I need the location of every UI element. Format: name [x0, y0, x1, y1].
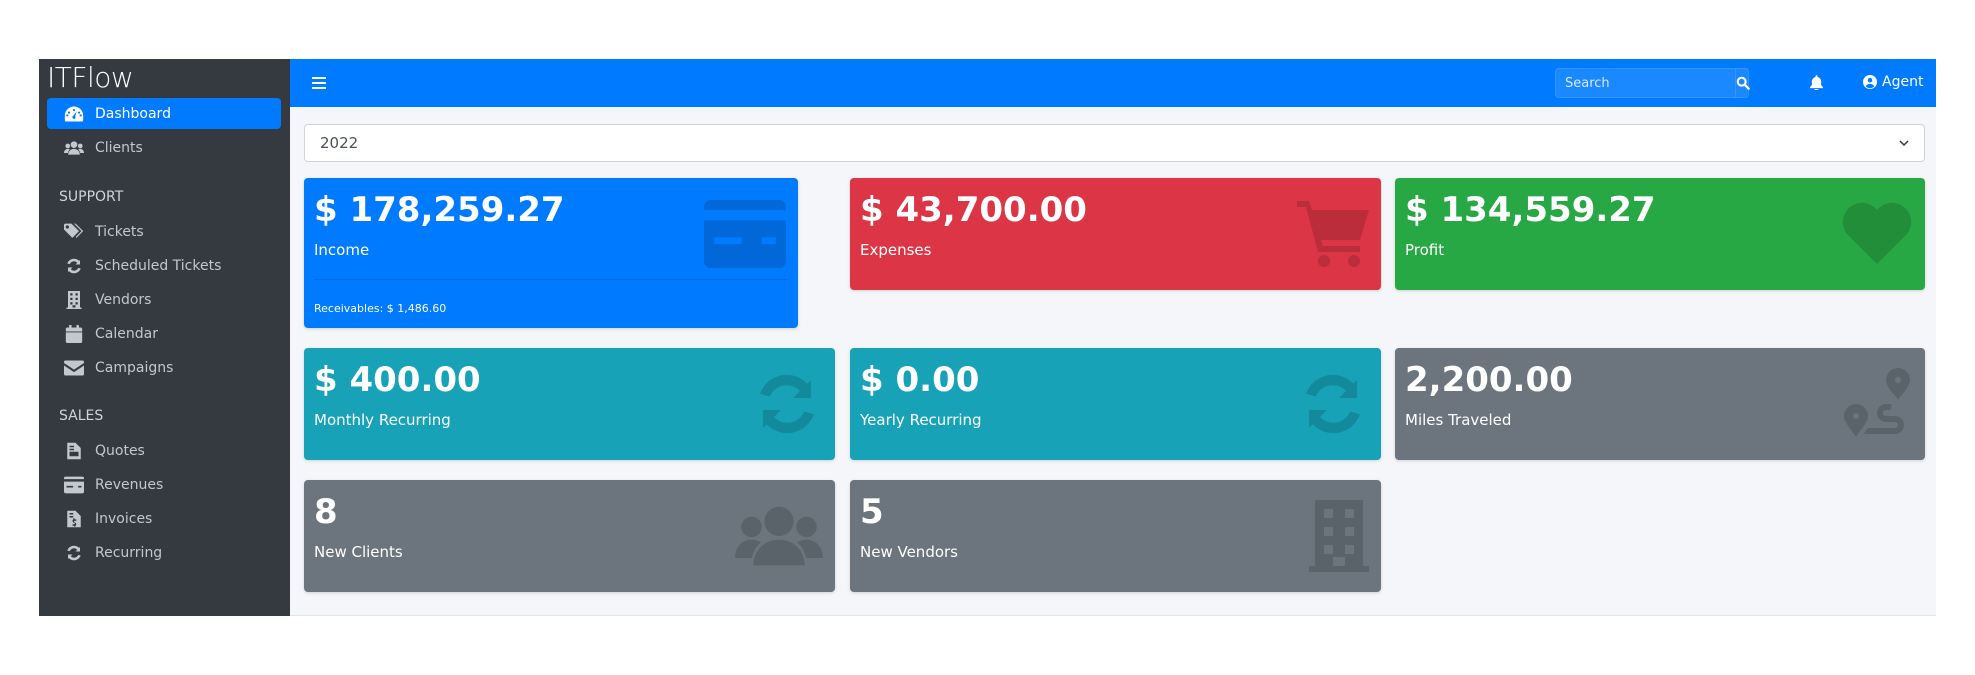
sidebar-item-label: Revenues	[95, 476, 164, 493]
card-label: Income	[314, 241, 370, 259]
sidebar-item-label: Clients	[95, 139, 143, 156]
expenses-card[interactable]: $ 43,700.00 Expenses	[850, 178, 1381, 290]
card-label: Yearly Recurring	[860, 411, 982, 429]
new-vendors-card[interactable]: 5 New Vendors	[850, 480, 1381, 592]
card-value: $ 43,700.00	[860, 190, 1087, 230]
sync-icon	[1297, 368, 1369, 440]
sidebar-item-label: Scheduled Tickets	[95, 257, 222, 274]
search-button[interactable]	[1735, 69, 1750, 97]
monthly-recurring-card[interactable]: $ 400.00 Monthly Recurring	[304, 348, 835, 460]
income-card[interactable]: $ 178,259.27 Income Receivables: $ 1,486…	[304, 178, 798, 328]
sidebar-item-dashboard[interactable]: Dashboard	[47, 98, 281, 129]
card-label: Expenses	[860, 241, 932, 259]
card-label: Profit	[1405, 241, 1445, 259]
sidebar-item-invoices[interactable]: Invoices	[47, 503, 281, 534]
card-value: $ 400.00	[314, 360, 481, 400]
brand-logo[interactable]: ITFlow	[47, 61, 134, 94]
top-navbar: Agent	[290, 59, 1936, 107]
new-clients-card[interactable]: 8 New Clients	[304, 480, 835, 592]
sidebar-item-calendar[interactable]: Calendar	[47, 318, 281, 349]
search-form	[1555, 68, 1750, 98]
sidebar-item-label: Quotes	[95, 442, 145, 459]
credit-card-icon	[704, 198, 786, 270]
tags-icon	[62, 223, 86, 241]
sidebar-item-label: Tickets	[95, 223, 144, 240]
sync-icon	[751, 368, 823, 440]
year-select[interactable]: 2022	[304, 124, 1925, 162]
chevron-down-icon	[1899, 139, 1909, 146]
building-icon	[62, 291, 86, 309]
sidebar-item-revenues[interactable]: Revenues	[47, 469, 281, 500]
card-value: $ 134,559.27	[1405, 190, 1656, 230]
calendar-icon	[62, 325, 86, 343]
building-icon	[1309, 500, 1369, 572]
user-circle-icon	[1863, 75, 1877, 89]
sidebar-item-vendors[interactable]: Vendors	[47, 284, 281, 315]
card-label: Monthly Recurring	[314, 411, 451, 429]
users-icon	[735, 500, 823, 572]
invoice-icon	[62, 510, 86, 528]
menu-toggle-icon[interactable]	[312, 75, 326, 91]
search-input[interactable]	[1556, 69, 1735, 97]
sidebar-item-label: Campaigns	[95, 359, 174, 376]
sidebar-item-label: Dashboard	[95, 105, 171, 122]
tachometer-icon	[62, 105, 86, 123]
sidebar-item-label: Recurring	[95, 544, 163, 561]
section-header-sales: SALES	[59, 408, 104, 424]
search-icon	[1736, 76, 1750, 90]
card-value: $ 0.00	[860, 360, 980, 400]
sidebar-item-label: Vendors	[95, 291, 152, 308]
section-header-support: SUPPORT	[59, 189, 124, 205]
sidebar-item-quotes[interactable]: Quotes	[47, 435, 281, 466]
notifications-bell-icon[interactable]	[1810, 75, 1823, 94]
shopping-cart-icon	[1297, 198, 1369, 270]
sidebar-item-label: Calendar	[95, 325, 158, 342]
card-label: New Clients	[314, 543, 403, 561]
year-select-value: 2022	[320, 134, 359, 152]
sidebar-item-clients[interactable]: Clients	[47, 132, 281, 163]
profit-card[interactable]: $ 134,559.27 Profit	[1395, 178, 1925, 290]
sidebar-item-recurring[interactable]: Recurring	[47, 537, 281, 568]
sidebar-item-campaigns[interactable]: Campaigns	[47, 352, 281, 383]
sidebar-item-scheduled-tickets[interactable]: Scheduled Tickets	[47, 250, 281, 281]
route-icon	[1841, 368, 1913, 440]
file-icon	[62, 442, 86, 460]
sidebar: ITFlow Dashboard Clients SUPPORT Tickets…	[39, 59, 290, 616]
card-label: Miles Traveled	[1405, 411, 1512, 429]
sidebar-item-label: Invoices	[95, 510, 153, 527]
miles-traveled-card[interactable]: 2,200.00 Miles Traveled	[1395, 348, 1925, 460]
receivables-text: Receivables: $ 1,486.60	[314, 302, 447, 315]
sync-icon	[62, 257, 86, 275]
card-label: New Vendors	[860, 543, 958, 561]
card-value: $ 178,259.27	[314, 190, 565, 230]
card-value: 8	[314, 492, 338, 532]
envelope-icon	[62, 359, 86, 377]
card-divider	[314, 279, 788, 280]
credit-card-icon	[62, 476, 86, 494]
users-icon	[62, 139, 86, 157]
user-name: Agent	[1882, 74, 1924, 90]
sync-icon	[62, 544, 86, 562]
card-value: 5	[860, 492, 884, 532]
heart-icon	[1841, 198, 1913, 270]
user-menu[interactable]: Agent	[1863, 74, 1923, 90]
card-value: 2,200.00	[1405, 360, 1573, 400]
sidebar-item-tickets[interactable]: Tickets	[47, 216, 281, 247]
dashboard-content: 2022 $ 178,259.27 Income Receivables: $ …	[290, 107, 1936, 616]
yearly-recurring-card[interactable]: $ 0.00 Yearly Recurring	[850, 348, 1381, 460]
